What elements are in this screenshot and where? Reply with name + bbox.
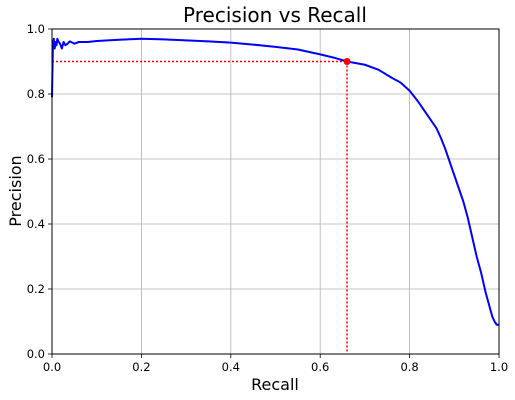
plot-area [51, 37, 499, 354]
y-tick-label: 0.8 [27, 87, 45, 101]
x-tick-label: 0.8 [400, 360, 418, 374]
precision-recall-curve [51, 37, 499, 326]
y-ticks: 0.0 0.2 0.4 0.6 0.8 1.0 [27, 22, 52, 361]
y-tick-label: 0.4 [27, 217, 45, 231]
x-tick-label: 0.6 [311, 360, 329, 374]
x-tick-label: 1.0 [490, 360, 508, 374]
chart-title: Precision vs Recall [183, 3, 367, 27]
x-ticks: 0.0 0.2 0.4 0.6 0.8 1.0 [43, 354, 508, 374]
x-tick-label: 0.0 [43, 360, 61, 374]
y-axis-label: Precision [6, 155, 25, 226]
x-tick-label: 0.2 [132, 360, 150, 374]
y-tick-label: 1.0 [27, 22, 45, 36]
x-tick-label: 0.4 [222, 360, 240, 374]
y-tick-label: 0.2 [27, 282, 45, 296]
x-axis-label: Recall [251, 375, 299, 394]
y-tick-label: 0.6 [27, 152, 45, 166]
threshold-point [343, 58, 351, 65]
grid-lines [51, 28, 500, 355]
y-tick-label: 0.0 [27, 347, 45, 361]
plot-frame [51, 28, 500, 355]
